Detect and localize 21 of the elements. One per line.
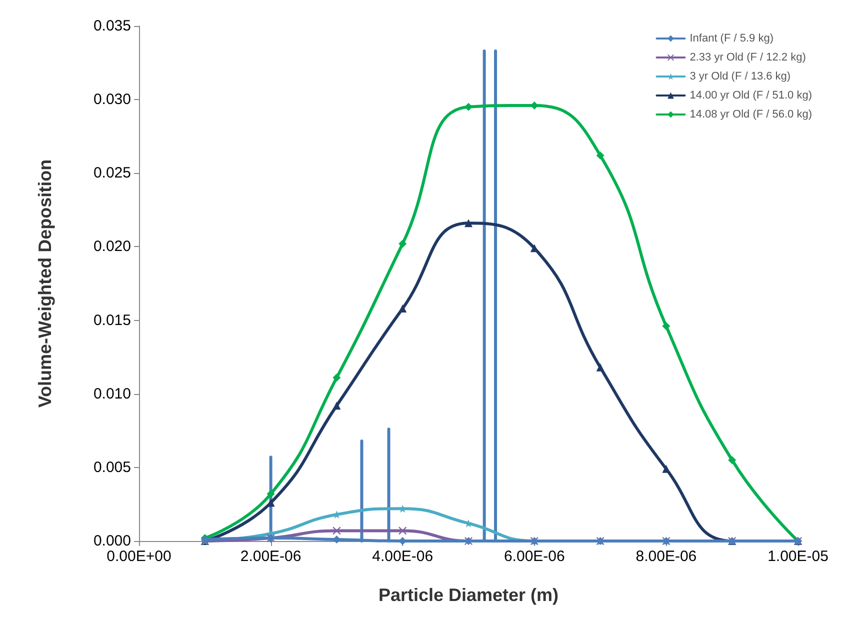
x-tick-label: 6.00E-06	[504, 548, 565, 565]
y-tick-label: 0.010	[93, 385, 131, 402]
x-tick-label: 8.00E-06	[636, 548, 697, 565]
x-tick-label: 4.00E-06	[372, 548, 434, 565]
legend-label: Infant (F / 5.9 kg)	[690, 32, 774, 44]
legend-label: 3 yr Old (F / 13.6 kg)	[690, 70, 791, 82]
y-tick-label: 0.025	[93, 164, 131, 182]
y-tick-label: 0.020	[93, 238, 131, 256]
legend-label: 14.08 yr Old (F / 56.0 kg)	[690, 108, 812, 120]
x-tick-label: 0.00E+00	[106, 548, 172, 565]
y-tick-label: 0.005	[93, 458, 131, 476]
y-tick-label: 0.030	[93, 91, 131, 108]
y-tick-label: 0.035	[93, 18, 131, 34]
x-tick-label: 1.00E-05	[768, 548, 828, 565]
legend-label: 2.33 yr Old (F / 12.2 kg)	[690, 52, 806, 64]
legend-label: 14.00 yr Old (F / 51.0 kg)	[690, 90, 812, 102]
y-axis-title: Volume-Weighted Deposition	[35, 159, 55, 408]
x-tick-label: 2.00E-06	[240, 548, 302, 565]
x-axis-title: Particle Diameter (m)	[378, 585, 559, 605]
y-tick-label: 0.015	[93, 312, 131, 329]
y-tick-label: 0.000	[93, 532, 131, 550]
